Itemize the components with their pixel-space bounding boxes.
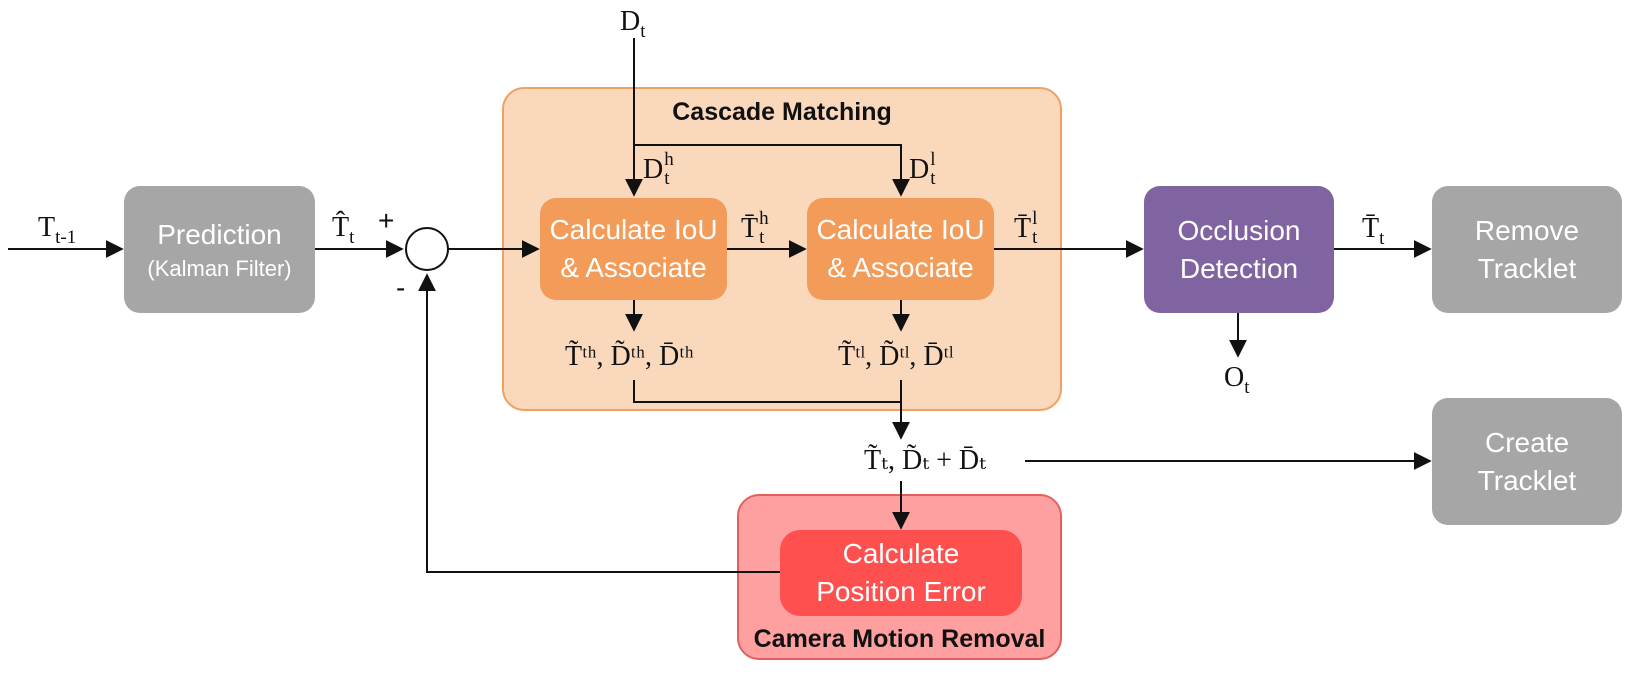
prediction-label: Prediction [157,218,282,250]
prediction-block: Prediction (Kalman Filter) [124,186,315,313]
label-ot: Ot [1224,362,1250,398]
occlusion-label-1: Occlusion [1177,214,1301,246]
position-error-label-1: Calculate [842,538,960,569]
minus-sign: - [396,272,406,303]
arrow-feedback-to-sum [418,273,780,573]
remove-tracklet-label-1: Remove [1474,214,1580,246]
label-dt: Dt [620,6,646,42]
create-tracklet-label-2: Tracklet [1477,464,1577,496]
label-unmatched-low: T̃ᵗˡ, D̃ᵗˡ, D̄ᵗˡ [838,341,954,372]
camera-motion-removal-title: Camera Motion Removal [753,625,1046,653]
calc-iou-low-block: Calculate IoU & Associate [807,198,994,300]
label-t-bar-high: T̄ h t [741,208,769,248]
label-merged: T̃ₜ, D̃ₜ + D̄ₜ [864,445,987,476]
calc-iou-low-label-2: & Associate [827,252,974,283]
label-unmatched-high: T̃ᵗʰ, D̃ᵗʰ, D̄ᵗʰ [565,341,694,372]
calc-position-error-block: Calculate Position Error [780,530,1022,616]
prediction-sublabel: (Kalman Filter) [147,255,292,281]
calc-iou-high-label-1: Calculate IoU [549,214,718,245]
label-t-prev: Tt-1 [38,212,77,248]
line-merge-high [633,380,901,403]
calc-iou-high-block: Calculate IoU & Associate [540,198,727,300]
label-t-hat: T̂t [332,212,355,248]
calc-iou-high-label-2: & Associate [560,252,707,283]
label-t-bar: T̄t [1362,213,1385,249]
calc-iou-low-label-1: Calculate IoU [816,214,985,245]
create-tracklet-label-1: Create [1484,426,1570,458]
label-t-bar-low: T̄ l t [1014,208,1038,248]
cascade-matching-title: Cascade Matching [672,98,892,126]
summing-junction [405,227,449,271]
position-error-label-2: Position Error [816,576,986,607]
remove-tracklet-label-2: Tracklet [1477,252,1577,284]
plus-sign: + [378,205,395,236]
create-tracklet-block: Create Tracklet [1432,398,1622,525]
remove-tracklet-block: Remove Tracklet [1432,186,1622,313]
occlusion-label-2: Detection [1179,252,1299,284]
occlusion-detection-block: Occlusion Detection [1144,186,1334,313]
arrow-dt-to-iou-low [634,144,910,197]
